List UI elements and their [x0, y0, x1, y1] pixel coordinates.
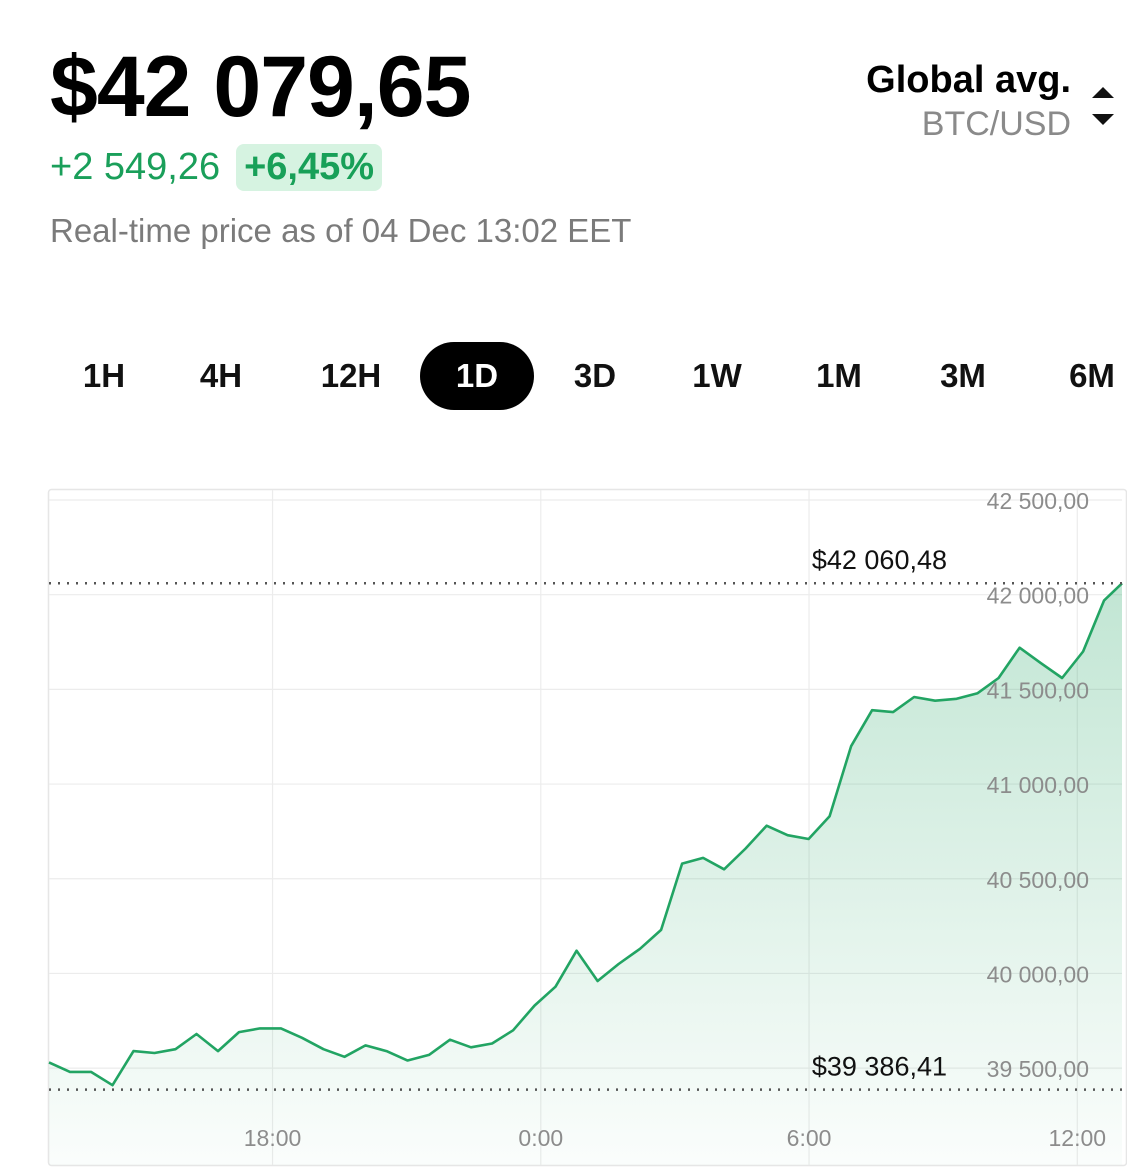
tab-1m[interactable]: 1M	[816, 357, 862, 394]
y-tick-label: 40 500,00	[987, 867, 1089, 893]
change-absolute: +2 549,26	[50, 146, 221, 188]
tab-12h[interactable]: 12H	[320, 357, 382, 394]
y-tick-label: 41 000,00	[987, 772, 1089, 798]
current-price: $42 079,65	[50, 39, 471, 135]
y-tick-label: 41 500,00	[987, 677, 1089, 703]
low-price-label: $39 386,41	[812, 1052, 947, 1082]
tab-3m[interactable]: 3M	[940, 357, 986, 394]
tab-1w[interactable]: 1W	[692, 357, 742, 394]
realtime-timestamp: Real-time price as of 04 Dec 13:02 EET	[50, 212, 632, 249]
time-range-tabs: 1H 4H 12H 1D 3D 1W 1M 3M 6M	[0, 342, 1127, 412]
x-tick-label: 12:00	[1049, 1125, 1107, 1151]
price-area	[49, 583, 1122, 1165]
x-tick-label: 0:00	[518, 1125, 563, 1151]
tab-1h[interactable]: 1H	[82, 357, 126, 394]
x-tick-label: 6:00	[787, 1125, 832, 1151]
tab-1d[interactable]: 1D	[420, 342, 534, 410]
price-change: +2 549,26 +6,45%	[50, 144, 383, 191]
sort-arrows-icon[interactable]	[1091, 84, 1115, 128]
change-percent-badge: +6,45%	[236, 144, 383, 191]
y-tick-label: 40 000,00	[987, 961, 1089, 987]
tab-6m[interactable]: 6M	[1069, 357, 1115, 394]
source-name[interactable]: Global avg.	[866, 59, 1071, 101]
x-tick-label: 18:00	[244, 1125, 302, 1151]
y-tick-label: 42 000,00	[987, 583, 1089, 609]
y-tick-label: 42 500,00	[987, 488, 1089, 514]
currency-pair: BTC/USD	[921, 105, 1071, 143]
price-line	[48, 582, 1123, 1087]
high-price-label: $42 060,48	[812, 545, 947, 575]
tab-4h[interactable]: 4H	[199, 357, 243, 394]
y-tick-label: 39 500,00	[987, 1056, 1089, 1082]
tab-3d[interactable]: 3D	[573, 357, 617, 394]
price-source-selector[interactable]: Global avg. BTC/USD	[866, 58, 1071, 146]
